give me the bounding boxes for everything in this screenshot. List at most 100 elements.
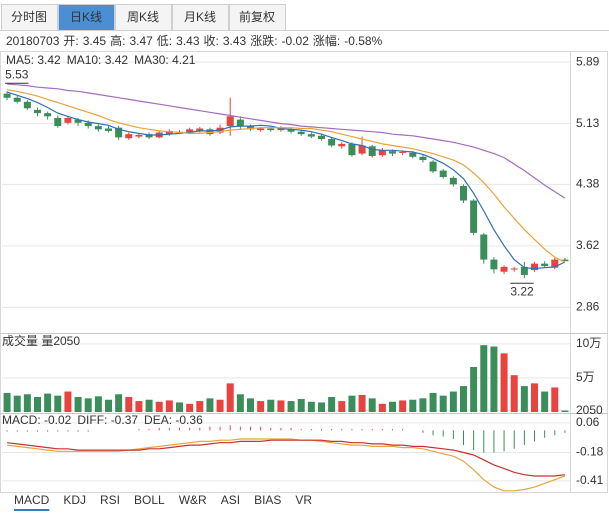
tab-label[interactable]: 前复权 bbox=[239, 9, 275, 24]
volume-bar bbox=[510, 375, 518, 412]
candle-body bbox=[490, 259, 498, 270]
candle-body bbox=[34, 109, 41, 114]
candle-body bbox=[399, 151, 407, 153]
tab[interactable]: 前复权 bbox=[229, 4, 286, 31]
tab[interactable]: 周K线 bbox=[115, 4, 172, 31]
volume-bar bbox=[531, 383, 538, 412]
indicator-tab[interactable]: RSI bbox=[100, 493, 120, 507]
indicator-tab[interactable]: VR bbox=[295, 493, 312, 507]
tab-box bbox=[115, 4, 172, 31]
volume-bar bbox=[236, 394, 244, 412]
indicator-tab[interactable]: MACD bbox=[14, 493, 50, 507]
info-label: 低: bbox=[157, 34, 172, 48]
volume-bar bbox=[287, 401, 295, 412]
info-value: -0.02 bbox=[282, 34, 310, 48]
candle-body bbox=[338, 143, 346, 147]
legend-entry: MA5: 3.42 bbox=[6, 53, 61, 67]
volume-bar bbox=[196, 401, 204, 412]
info-label: 涨幅: bbox=[313, 33, 340, 48]
volume-bar bbox=[389, 401, 396, 412]
volume-bar bbox=[145, 399, 153, 412]
candle-body bbox=[551, 259, 559, 268]
tab[interactable]: 月K线 bbox=[172, 4, 229, 31]
indicator-tab[interactable]: W&R bbox=[179, 493, 207, 507]
indicator-tab[interactable]: BIAS bbox=[254, 493, 281, 507]
volume-bar bbox=[378, 403, 386, 412]
volume-bar bbox=[368, 398, 376, 412]
candle-body bbox=[64, 117, 72, 123]
candle-body bbox=[297, 131, 305, 135]
y-tick-label: 5.89 bbox=[576, 54, 600, 68]
candle-body bbox=[449, 177, 457, 185]
candle-body bbox=[328, 139, 336, 146]
candle-body bbox=[94, 126, 102, 130]
info-value: 3.47 bbox=[129, 34, 153, 48]
candle-body bbox=[145, 134, 153, 138]
indicator-tab[interactable]: ASI bbox=[221, 493, 240, 507]
tab-box bbox=[58, 4, 115, 31]
volume-bar bbox=[34, 397, 41, 412]
candle-body bbox=[267, 128, 275, 131]
y-tick-label: 2.86 bbox=[576, 300, 600, 314]
volume-bar bbox=[94, 396, 102, 412]
volume-bar bbox=[429, 392, 437, 412]
candle-body bbox=[44, 113, 52, 117]
y-tick-label: 3.62 bbox=[576, 238, 600, 252]
info-label: 收: bbox=[204, 34, 219, 48]
tab[interactable]: 日K线 bbox=[58, 4, 115, 31]
chart-frame bbox=[0, 51, 608, 493]
volume-bar bbox=[358, 394, 366, 412]
candle-body bbox=[541, 263, 549, 267]
tab[interactable]: 分时图 bbox=[1, 4, 58, 31]
candle-body bbox=[378, 150, 386, 156]
y-tick-label: -0.18 bbox=[576, 445, 604, 459]
candle-body bbox=[358, 145, 366, 154]
candle-body bbox=[84, 122, 92, 127]
line bbox=[7, 89, 566, 263]
candle-body bbox=[500, 266, 508, 272]
candle-body bbox=[74, 119, 82, 123]
candle-body bbox=[236, 119, 244, 127]
volume-bar bbox=[449, 391, 457, 412]
tab-label[interactable]: 月K线 bbox=[184, 10, 216, 24]
tab-label[interactable]: 分时图 bbox=[11, 10, 47, 24]
line bbox=[6, 91, 566, 270]
min-price-label: 3.22 bbox=[510, 284, 534, 298]
volume-bar bbox=[165, 400, 173, 412]
legend-entry: MA10: 3.42 bbox=[67, 53, 129, 67]
volume-bar bbox=[135, 401, 143, 412]
candle-body bbox=[531, 263, 538, 271]
candle-body bbox=[23, 101, 31, 109]
indicator-tab[interactable]: KDJ bbox=[63, 493, 86, 507]
tab-label[interactable]: 日K线 bbox=[70, 10, 102, 24]
volume-bar bbox=[54, 395, 62, 412]
candle-body bbox=[510, 268, 518, 270]
info-value: 3.43 bbox=[223, 34, 247, 48]
volume-bar bbox=[328, 397, 336, 412]
volume-bar bbox=[44, 393, 52, 412]
candle-body bbox=[318, 135, 325, 140]
volume-bar bbox=[206, 398, 214, 412]
volume-bar bbox=[561, 410, 569, 412]
panel-title: 成交量 量2050 bbox=[2, 333, 80, 348]
volume-bar bbox=[115, 394, 123, 412]
tab-label[interactable]: 周K线 bbox=[127, 10, 159, 24]
volume-bar bbox=[125, 397, 133, 412]
indicator-tab[interactable]: BOLL bbox=[134, 493, 165, 507]
legend-entry: MACD: -0.02 bbox=[2, 413, 72, 427]
candle-body bbox=[561, 259, 569, 262]
candle-body bbox=[470, 200, 478, 233]
volume-bar bbox=[338, 401, 346, 412]
candle-body bbox=[206, 129, 214, 135]
candle-body bbox=[13, 97, 21, 102]
line bbox=[7, 438, 566, 492]
volume-bar bbox=[23, 394, 31, 412]
candle-body bbox=[115, 127, 123, 138]
line bbox=[7, 83, 566, 199]
volume-bar bbox=[13, 395, 21, 412]
volume-bar bbox=[216, 399, 224, 412]
candle-body bbox=[389, 151, 396, 154]
volume-bar bbox=[155, 401, 163, 412]
